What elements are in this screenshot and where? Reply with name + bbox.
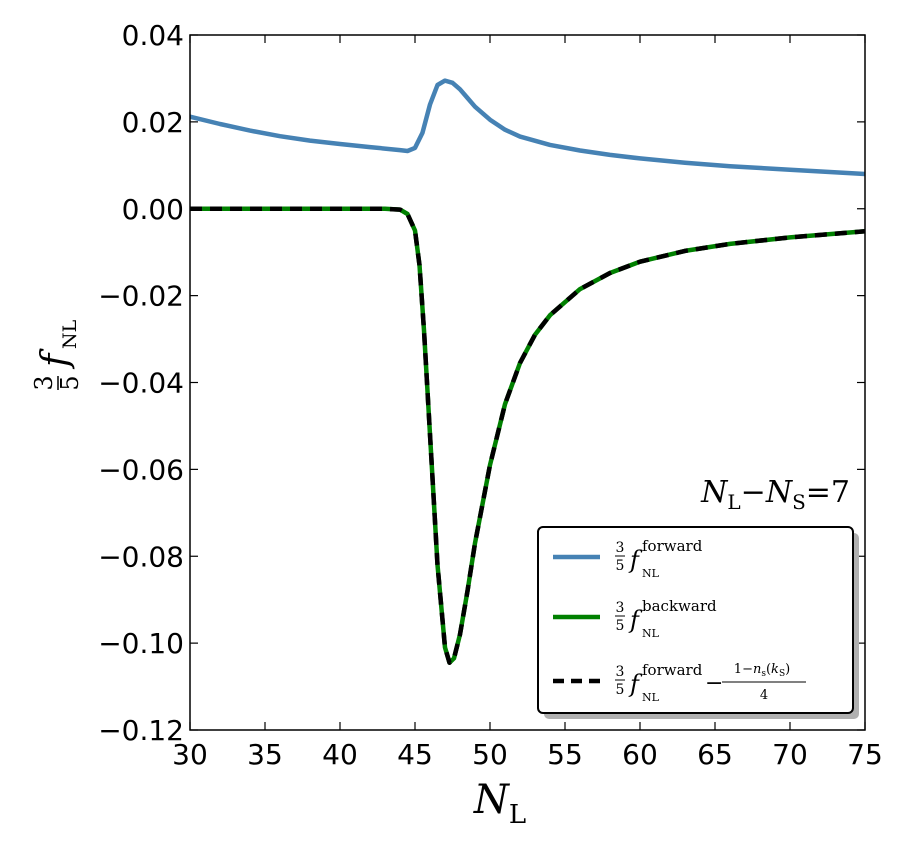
x-tick-label: 55	[547, 738, 583, 771]
legend-box	[537, 526, 854, 714]
y-tick-label: −0.08	[98, 540, 184, 573]
x-axis-label: NL	[473, 777, 526, 830]
x-tick-label: 40	[322, 738, 358, 771]
y-tick-label: 0.02	[122, 106, 184, 139]
y-tick-label: −0.10	[98, 627, 184, 660]
y-tick-label: −0.06	[98, 453, 184, 486]
svg-text:3: 3	[616, 540, 625, 556]
x-tick-label: 60	[622, 738, 658, 771]
x-tick-label: 75	[847, 738, 883, 771]
x-tick-label: 70	[772, 738, 808, 771]
x-tick-label: 50	[472, 738, 508, 771]
svg-text:5: 5	[56, 375, 84, 390]
svg-text:backward: backward	[642, 597, 717, 615]
annotation-text: NL−NS=7	[700, 475, 850, 514]
svg-text:5: 5	[616, 682, 625, 698]
series-line-0	[189, 78, 866, 177]
y-tick-label: 0.00	[122, 193, 184, 226]
svg-text:3: 3	[616, 664, 625, 680]
y-tick-label: 0.04	[122, 19, 184, 52]
svg-text:3: 3	[616, 600, 625, 616]
svg-text:NL: NL	[642, 567, 660, 580]
svg-text:5: 5	[616, 618, 625, 634]
series-layer	[189, 78, 866, 665]
x-tick-label: 45	[397, 738, 433, 771]
svg-text:5: 5	[616, 558, 625, 574]
svg-text:NL: NL	[59, 319, 81, 349]
y-tick-label: −0.04	[98, 367, 184, 400]
plot-frame	[189, 34, 866, 731]
y-tick-label: −0.12	[98, 714, 184, 747]
svg-text:3: 3	[30, 375, 58, 390]
series-line-2	[190, 206, 866, 665]
ticks-layer: 30 35 40 45 50 55 60 65 70 750.040.020.00−0.02−0.…	[98, 19, 883, 771]
svg-text:NL: NL	[642, 627, 660, 640]
x-tick-label: 35	[247, 738, 283, 771]
y-tick-label: −0.02	[98, 280, 184, 313]
legend: 3 5 f NL forward 3 5 f NL backward 3 5 f…	[537, 526, 859, 719]
y-axis-label: 3 5 f NL	[30, 319, 84, 390]
svg-text:4: 4	[760, 688, 768, 703]
svg-text:−: −	[705, 671, 723, 696]
x-tick-label: 30	[172, 738, 208, 771]
x-tick-label: 65	[697, 738, 733, 771]
svg-text:1−ns(kS): 1−ns(kS)	[734, 662, 790, 679]
svg-text:f: f	[35, 348, 76, 370]
svg-text:NL: NL	[642, 691, 660, 704]
svg-text:forward: forward	[642, 661, 703, 679]
svg-text:forward: forward	[642, 537, 703, 555]
